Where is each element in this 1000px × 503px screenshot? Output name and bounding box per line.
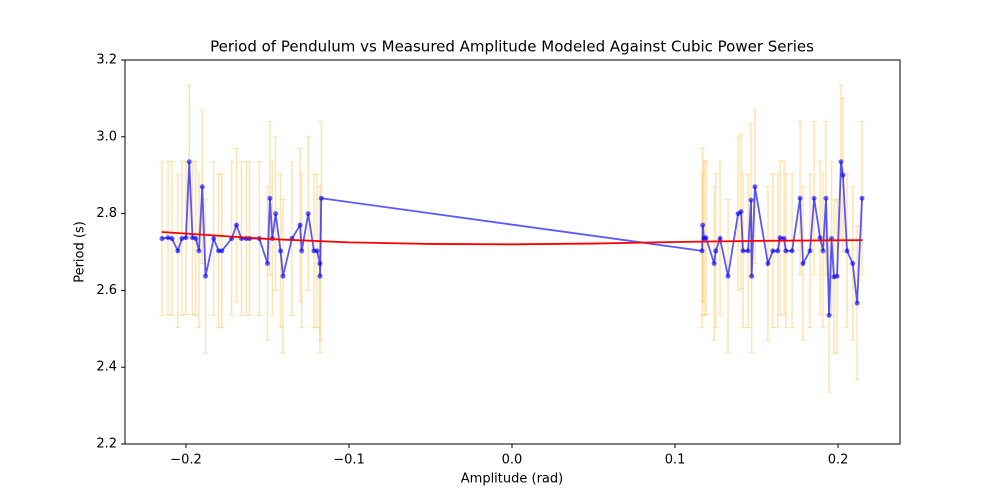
y-tick-label: 2.8	[96, 206, 117, 221]
data-point	[789, 248, 795, 254]
data-point	[817, 235, 823, 241]
data-point	[775, 248, 781, 254]
data-point	[317, 261, 323, 267]
data-point	[826, 312, 832, 318]
data-point	[711, 261, 717, 267]
data-point	[317, 273, 323, 279]
plot-frame	[124, 59, 901, 445]
data-point	[196, 248, 202, 254]
data-point	[186, 159, 192, 165]
data-point	[299, 248, 305, 254]
data-point	[800, 261, 806, 267]
data-point	[273, 211, 279, 217]
data-point	[219, 248, 225, 254]
data-point	[700, 222, 706, 228]
data-point	[713, 248, 719, 254]
y-tick-label: 3.0	[96, 129, 117, 144]
y-tick-label: 2.6	[96, 283, 117, 298]
data-point	[749, 273, 755, 279]
data-point	[159, 236, 165, 242]
data-point	[854, 300, 860, 306]
data-point	[699, 248, 705, 254]
data-point	[838, 159, 844, 165]
data-point	[765, 261, 771, 267]
data-point	[199, 184, 205, 190]
x-tick-label: 0.2	[828, 453, 849, 468]
data-point	[297, 222, 303, 228]
data-point	[314, 248, 320, 254]
data-point	[175, 248, 181, 254]
x-tick-label: 0.0	[502, 453, 523, 468]
data-point	[183, 235, 189, 241]
data-point	[267, 195, 273, 201]
y-tick-label: 2.2	[96, 437, 117, 452]
series-line	[161, 231, 863, 246]
data-point	[280, 273, 286, 279]
data-point	[820, 248, 826, 254]
data-point	[840, 172, 846, 178]
data-point	[703, 235, 709, 241]
data-point	[850, 261, 856, 267]
data-point	[305, 211, 311, 217]
y-axis-label: Period (s)	[73, 221, 88, 283]
x-tick-label: −0.1	[333, 453, 365, 468]
data-point	[278, 248, 284, 254]
data-point	[745, 248, 751, 254]
y-tick-label: 3.2	[96, 53, 117, 68]
data-point	[823, 195, 829, 201]
data-point	[717, 236, 723, 242]
data-point	[807, 248, 813, 254]
data-point	[834, 273, 840, 279]
data-point	[811, 195, 817, 201]
chart-title: Period of Pendulum vs Measured Amplitude…	[210, 38, 814, 56]
data-point	[777, 235, 783, 241]
data-point	[740, 248, 746, 254]
data-point	[264, 261, 270, 267]
x-axis-label: Amplitude (rad)	[461, 472, 563, 487]
data-point	[797, 195, 803, 201]
data-point	[752, 184, 758, 190]
y-tick-label: 2.4	[96, 360, 117, 375]
data-point	[203, 273, 209, 279]
data-point	[844, 248, 850, 254]
data-point	[193, 236, 199, 242]
x-tick-label: −0.2	[170, 453, 202, 468]
data-point	[211, 236, 217, 242]
data-point	[179, 236, 185, 242]
data-point	[770, 248, 776, 254]
data-point	[725, 273, 731, 279]
data-point	[748, 197, 754, 203]
data-point	[169, 236, 175, 242]
x-tick-label: 0.1	[665, 453, 686, 468]
data-point	[165, 235, 171, 241]
data-point	[859, 195, 865, 201]
data-point	[234, 222, 240, 228]
data-point	[783, 248, 789, 254]
data-point	[318, 195, 324, 201]
data-point	[738, 209, 744, 215]
